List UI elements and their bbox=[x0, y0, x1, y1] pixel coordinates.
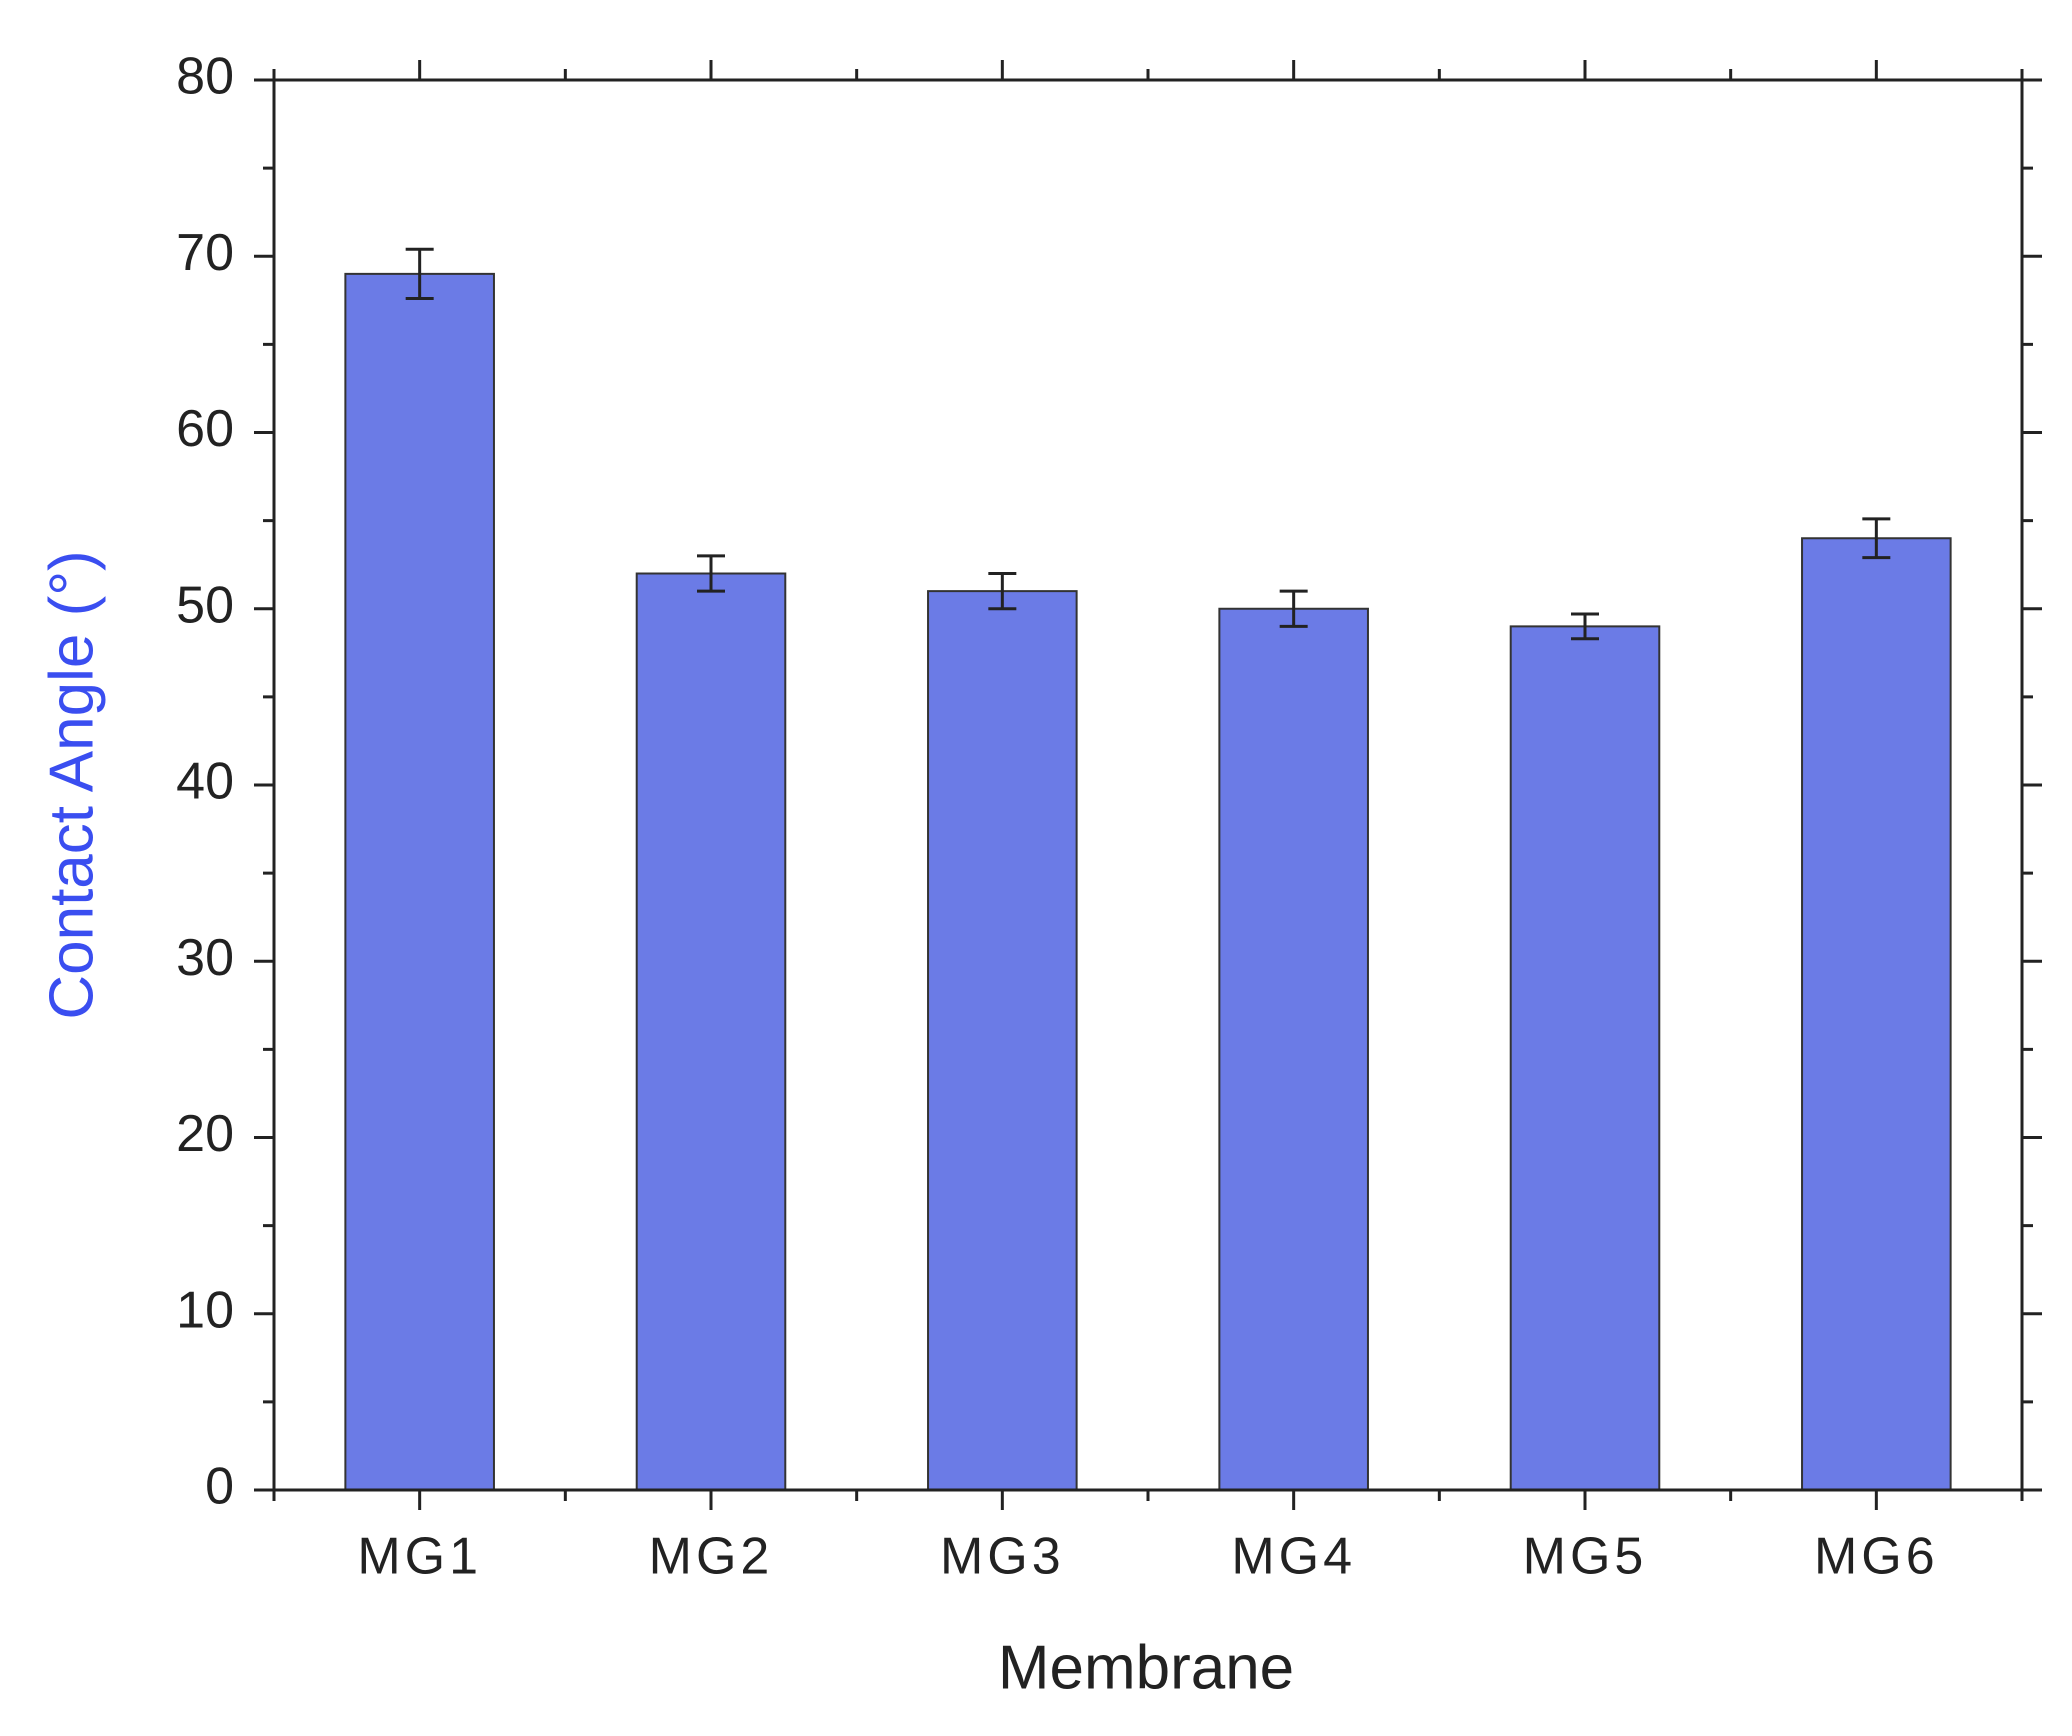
y-tick-label: 40 bbox=[176, 753, 234, 811]
error-bar bbox=[405, 247, 434, 301]
x-tick-label: MG6 bbox=[1814, 1528, 1939, 1586]
error-bar bbox=[988, 572, 1017, 611]
y-tick-label: 50 bbox=[176, 576, 234, 634]
bar bbox=[344, 272, 495, 1491]
x-tick-label: MG4 bbox=[1231, 1528, 1356, 1586]
y-tick-label: 0 bbox=[205, 1458, 234, 1516]
y-tick-label: 20 bbox=[176, 1105, 234, 1163]
error-bar bbox=[1862, 517, 1891, 560]
error-bar bbox=[697, 554, 725, 593]
error-bar bbox=[1279, 589, 1308, 628]
x-tick-label: MG3 bbox=[940, 1528, 1065, 1586]
bar bbox=[1801, 537, 1952, 1491]
y-tick-label: 30 bbox=[176, 929, 234, 987]
y-tick-label: 70 bbox=[176, 224, 234, 282]
y-tick-label: 60 bbox=[176, 400, 234, 458]
bar bbox=[1218, 607, 1369, 1491]
y-tick-label: 10 bbox=[176, 1281, 234, 1339]
y-tick-label: 80 bbox=[176, 48, 234, 106]
error-bar bbox=[1571, 612, 1599, 641]
y-axis-title: Contact Angle (°) bbox=[37, 550, 106, 1019]
plot-frame bbox=[272, 78, 2024, 1492]
x-tick-label: MG5 bbox=[1523, 1528, 1648, 1586]
bar bbox=[635, 572, 787, 1491]
x-tick-label: MG1 bbox=[357, 1528, 482, 1586]
x-axis-title: Membrane bbox=[998, 1633, 1294, 1702]
x-tick-label: MG2 bbox=[649, 1528, 774, 1586]
bar bbox=[927, 590, 1078, 1491]
bar bbox=[1509, 625, 1661, 1491]
